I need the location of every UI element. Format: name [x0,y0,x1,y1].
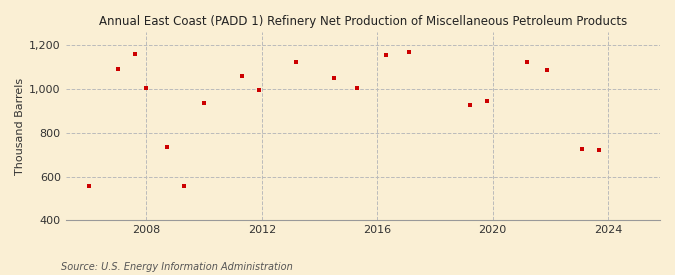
Point [236,74,247,78]
Point [329,76,340,80]
Point [481,99,492,103]
Point [576,147,587,151]
Point [291,59,302,64]
Point [542,68,553,73]
Point [179,184,190,189]
Point [141,86,152,90]
Y-axis label: Thousand Barrels: Thousand Barrels [15,78,25,175]
Point [198,101,209,105]
Point [161,145,172,149]
Point [130,52,140,56]
Point [381,53,392,57]
Point [352,86,362,90]
Point [254,88,265,92]
Point [594,148,605,152]
Point [464,103,475,108]
Point [112,67,123,72]
Title: Annual East Coast (PADD 1) Refinery Net Production of Miscellaneous Petroleum Pr: Annual East Coast (PADD 1) Refinery Net … [99,15,627,28]
Point [404,50,414,54]
Point [83,184,94,189]
Point [522,59,533,64]
Text: Source: U.S. Energy Information Administration: Source: U.S. Energy Information Administ… [61,262,292,272]
